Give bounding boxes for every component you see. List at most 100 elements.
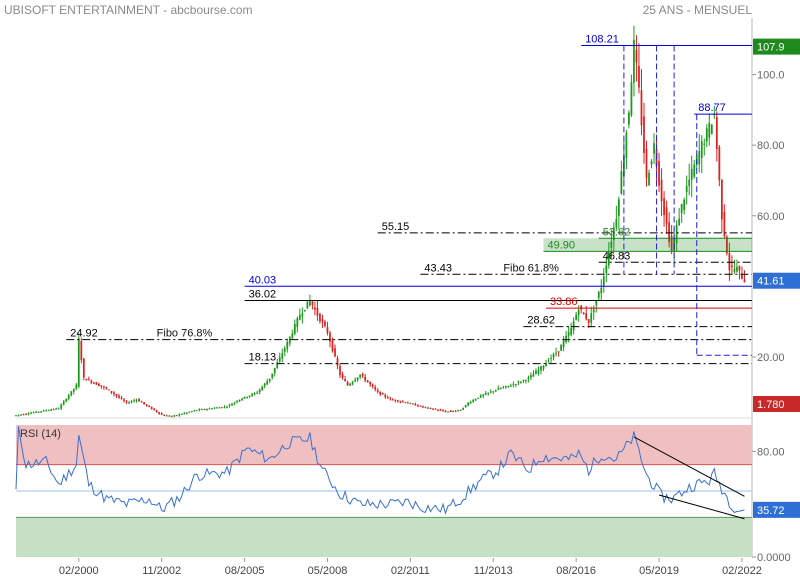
candle (570, 327, 573, 335)
candle (640, 90, 643, 126)
candle (188, 411, 191, 413)
rsi-last-flag-bg (753, 501, 800, 518)
candle (319, 313, 321, 322)
candle (530, 375, 532, 378)
candle (263, 383, 266, 387)
candle (434, 408, 437, 410)
level-label: 88.77 (698, 102, 726, 114)
candle (110, 391, 113, 393)
candle (540, 366, 542, 371)
candle (726, 236, 728, 254)
candle (168, 415, 171, 417)
candle (447, 411, 449, 413)
candle (660, 179, 663, 202)
candle (557, 351, 560, 353)
rsi-panel: RSI (14) (15, 425, 752, 557)
candle (283, 348, 286, 352)
candle (306, 301, 309, 309)
background-layer (16, 18, 753, 557)
candle (728, 253, 731, 271)
candle (243, 396, 246, 399)
candle (670, 235, 673, 252)
candle (366, 380, 369, 383)
candle (356, 377, 359, 380)
level-label: 46.83 (603, 250, 631, 262)
candle (293, 323, 296, 334)
candle (278, 357, 281, 362)
candle (90, 380, 93, 383)
candle (412, 403, 414, 405)
candle (195, 410, 198, 412)
candle (130, 401, 133, 403)
candle (80, 341, 83, 360)
candle (155, 410, 158, 413)
candle (62, 401, 65, 405)
candle (35, 411, 37, 413)
candle (125, 401, 128, 403)
candle (542, 365, 545, 369)
candle (316, 307, 319, 316)
candle (643, 116, 645, 154)
candle (208, 408, 211, 410)
chart-header-period: 25 ANS - MENSUEL (642, 3, 752, 17)
candle (577, 310, 580, 316)
candle (675, 225, 678, 244)
candle (648, 172, 650, 186)
candle (514, 384, 517, 386)
candle (459, 409, 462, 411)
candle (311, 301, 314, 306)
candle (590, 313, 593, 323)
candle (439, 409, 442, 411)
candle (221, 407, 223, 409)
candle (233, 402, 236, 404)
candle (401, 401, 404, 403)
candle (45, 410, 48, 412)
candle (211, 408, 213, 410)
candle (499, 388, 502, 390)
rsi-title: RSI (14) (20, 428, 61, 440)
candle (138, 399, 140, 402)
candle (82, 358, 85, 378)
candle (248, 395, 251, 397)
candle (399, 401, 402, 403)
candle (391, 399, 394, 401)
candle (72, 388, 75, 392)
candle (537, 369, 540, 374)
peak-flag-bg (753, 38, 800, 55)
candle (620, 171, 623, 194)
candle (351, 381, 354, 384)
candle (158, 411, 161, 414)
candle (595, 300, 598, 306)
candle (253, 393, 256, 395)
candle (160, 413, 163, 415)
candle (494, 390, 497, 392)
candle (527, 377, 530, 380)
candle (715, 117, 718, 149)
candle (256, 392, 259, 394)
candle (605, 265, 608, 274)
candle (414, 403, 417, 406)
candle (406, 402, 409, 404)
candle (703, 143, 706, 145)
candle (467, 402, 470, 406)
candle (422, 406, 424, 408)
candle (532, 373, 535, 377)
candle (98, 383, 100, 387)
candle (462, 408, 465, 410)
candle (32, 412, 35, 414)
low-flag-bg (753, 396, 800, 412)
candle (474, 399, 477, 401)
candle (472, 400, 475, 402)
candle (464, 405, 467, 408)
candle (617, 199, 620, 216)
candle (371, 384, 374, 387)
candle (203, 409, 206, 411)
candle (517, 381, 520, 383)
candle (625, 133, 628, 159)
candle (180, 413, 183, 415)
x-tick-label: 02/2022 (722, 565, 762, 577)
candle (301, 313, 304, 317)
candle (700, 141, 703, 158)
candle (206, 408, 208, 410)
candle (645, 148, 648, 178)
